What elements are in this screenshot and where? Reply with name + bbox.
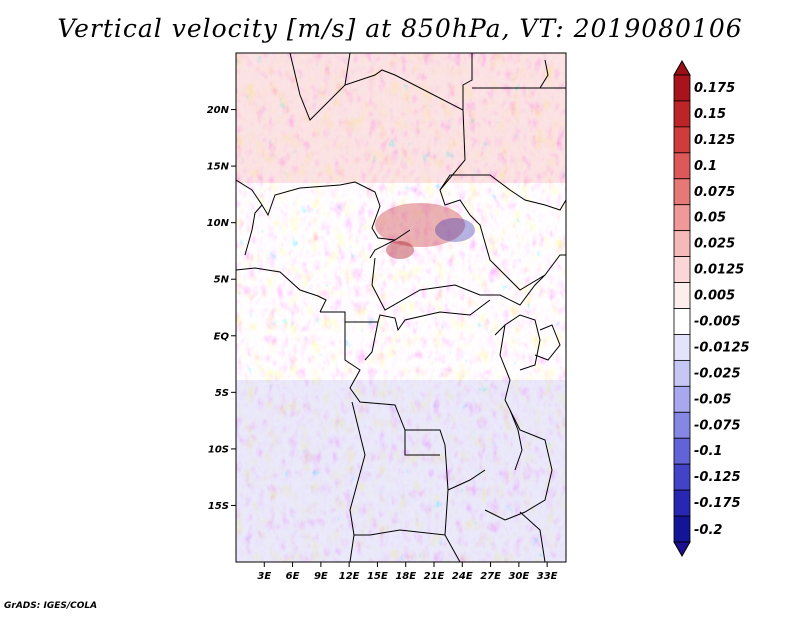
lat-tick-label: 10S	[208, 444, 229, 455]
lat-tick-label: EQ	[214, 331, 230, 342]
lat-tick-label: 10N	[207, 218, 230, 229]
colorbar-label: 0.025	[694, 237, 735, 252]
colorbar-swatch	[673, 411, 691, 439]
colorbar-label: -0.005	[694, 315, 741, 330]
colorbar-top-arrow	[673, 59, 691, 76]
colorbar-label: -0.125	[694, 470, 741, 485]
lon-tick-label: 30E	[508, 571, 529, 582]
colorbar-label: -0.175	[694, 496, 741, 511]
colorbar-swatch	[673, 334, 691, 361]
colorbar-swatch	[673, 230, 691, 258]
latitude-axis: 20N 15N 10N 5N EQ 5S 10S 15S	[207, 105, 236, 512]
lat-tick-label: 15N	[207, 162, 230, 173]
colorbar-swatch	[673, 489, 691, 517]
colorbar-label: 0.175	[694, 81, 735, 96]
colorbar-swatch	[673, 74, 691, 102]
colorbar-bottom-arrow	[673, 541, 691, 558]
country-borders	[236, 53, 566, 562]
lon-tick-label: 21E	[424, 571, 445, 582]
colorbar-label: 0.0125	[694, 263, 744, 278]
colorbar-label: 0.1	[694, 159, 717, 174]
colorbar-label: 0.15	[694, 107, 726, 122]
colorbar-swatch	[673, 308, 691, 335]
colorbar-label: 0.075	[694, 185, 735, 200]
lon-tick-label: 6E	[286, 571, 300, 582]
lon-tick-label: 15E	[367, 571, 388, 582]
colorbar-swatch	[673, 463, 691, 491]
colorbar-swatch	[673, 437, 691, 465]
lon-tick-label: 24E	[452, 571, 473, 582]
grads-credit: GrADS: IGES/COLA	[4, 601, 98, 611]
colorbar-label: 0.05	[694, 211, 726, 226]
lon-tick-label: 33E	[537, 571, 558, 582]
lat-tick-label: 20N	[207, 105, 230, 116]
colorbar-swatch	[673, 126, 691, 154]
map-title: Vertical velocity [m/s] at 850hPa, VT: 2…	[57, 14, 743, 43]
colorbar-swatch	[673, 178, 691, 206]
colorbar: 0.175 0.15 0.125 0.1 0.075 0.05 0.025 0.0125 0.0…	[673, 59, 750, 558]
colorbar-label: -0.2	[694, 523, 722, 538]
colorbar-swatch	[673, 359, 691, 387]
colorbar-label: -0.025	[694, 366, 741, 381]
lon-tick-label: 27E	[480, 571, 501, 582]
map-frame	[235, 52, 567, 563]
lon-tick-label: 12E	[339, 571, 360, 582]
lon-tick-label: 18E	[395, 571, 416, 582]
colorbar-swatch	[673, 282, 691, 309]
colorbar-label: -0.1	[694, 444, 722, 459]
colorbar-swatch	[673, 152, 691, 180]
colorbar-label: 0.125	[694, 133, 735, 148]
colorbar-label: -0.05	[694, 392, 731, 407]
lon-tick-label: 3E	[257, 571, 271, 582]
colorbar-swatch	[673, 100, 691, 128]
colorbar-label: 0.005	[694, 289, 735, 304]
colorbar-swatch	[673, 204, 691, 232]
lat-tick-label: 15S	[208, 501, 229, 512]
colorbar-swatch	[673, 256, 691, 283]
velocity-field	[236, 53, 566, 562]
colorbar-swatch	[673, 385, 691, 413]
colorbar-swatch	[673, 515, 691, 543]
colorbar-label: -0.0125	[694, 340, 750, 355]
lat-tick-label: 5N	[214, 275, 230, 286]
lon-tick-label: 9E	[314, 571, 328, 582]
lat-tick-label: 5S	[215, 388, 229, 399]
colorbar-label: -0.075	[694, 418, 741, 433]
longitude-axis: 3E 6E 9E 12E 15E 18E 21E 24E 27E 30E 33E	[257, 562, 558, 582]
